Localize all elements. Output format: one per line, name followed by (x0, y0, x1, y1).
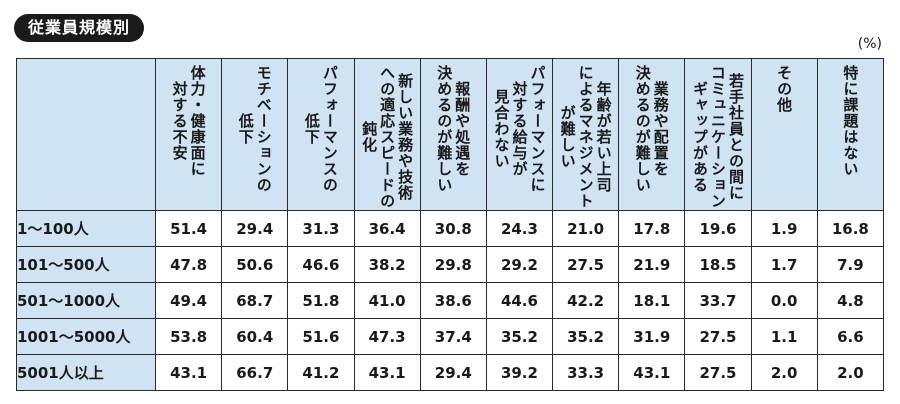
table-cell-value: 31.9 (618, 318, 686, 355)
table-cell-value: 42.2 (552, 282, 620, 319)
table-row: 501～1000人 49.4 68.7 51.8 41.0 38.6 44.6 42.2 18.… (16, 282, 885, 319)
data-table: 体力・健康面に 対する不安 モチベーションの 低下 パフォーマンスの 低下 新しい業務… (16, 58, 885, 391)
table-cell-value: 1.7 (750, 246, 818, 283)
column-header: 業務や配置を 決めるのが難しい (618, 58, 686, 211)
table-cell-value: 41.2 (287, 354, 355, 391)
table-cell-value: 24.3 (485, 210, 554, 247)
table-cell-value: 51.6 (287, 318, 355, 355)
table-cell-value: 29.4 (221, 210, 289, 247)
table-cell-value: 21.0 (552, 210, 620, 247)
row-label: 101～500人 (16, 246, 156, 283)
column-header: 報酬や処遇を 決めるのが難しい (419, 58, 487, 211)
table-cell-value: 50.6 (221, 246, 289, 283)
table-cell-value: 49.4 (154, 282, 223, 319)
table-cell-value: 17.8 (618, 210, 686, 247)
column-header-label: 若手社員との間に コミュニケーション ギャップがある (690, 65, 745, 209)
table-cell-value: 29.8 (419, 246, 487, 283)
table-row: 101～500人 47.8 50.6 46.6 38.2 29.8 29.2 27.5 21.9… (16, 246, 885, 283)
table-cell-value: 6.6 (816, 318, 885, 355)
table-cell-value: 38.2 (353, 246, 421, 283)
table-cell-value: 16.8 (816, 210, 885, 247)
column-header: パフォーマンスに 対する給与が 見合わない (485, 58, 554, 211)
table-cell-value: 43.1 (353, 354, 421, 391)
table-cell-value: 68.7 (221, 282, 289, 319)
corner-cell (16, 58, 156, 211)
table-cell-value: 41.0 (353, 282, 421, 319)
column-header-label: モチベーションの 低下 (236, 65, 273, 193)
table-cell-value: 66.7 (221, 354, 289, 391)
table-cell-value: 47.3 (353, 318, 421, 355)
table-cell-value: 1.1 (750, 318, 818, 355)
table-cell-value: 18.5 (684, 246, 752, 283)
table-cell-value: 4.8 (816, 282, 885, 319)
table-row: 1001～5000人 53.8 60.4 51.6 47.3 37.4 35.2 35.2 31… (16, 318, 885, 355)
table-cell-value: 18.1 (618, 282, 686, 319)
column-header-label: パフォーマンスに 対する給与が 見合わない (492, 65, 547, 193)
column-header: モチベーションの 低下 (221, 58, 289, 211)
table-cell-value: 27.5 (684, 318, 752, 355)
table-cell-value: 30.8 (419, 210, 487, 247)
table-cell-value: 35.2 (552, 318, 620, 355)
column-header-label: パフォーマンスの 低下 (302, 65, 339, 193)
table-row: 5001人以上 43.1 66.7 41.2 43.1 29.4 39.2 33.3 43.1 2… (16, 354, 885, 391)
table-cell-value: 31.3 (287, 210, 355, 247)
column-header: その他 (750, 58, 818, 211)
table-cell-value: 35.2 (485, 318, 554, 355)
section-title-badge: 従業員規模別 (14, 14, 145, 42)
table-cell-value: 44.6 (485, 282, 554, 319)
table-cell-value: 47.8 (154, 246, 223, 283)
table-cell-value: 0.0 (750, 282, 818, 319)
row-label: 501～1000人 (16, 282, 156, 319)
table-cell-value: 7.9 (816, 246, 885, 283)
table-cell-value: 2.0 (816, 354, 885, 391)
column-header-label: 業務や配置を 決めるのが難しい (633, 65, 670, 193)
table-cell-value: 43.1 (154, 354, 223, 391)
table-cell-value: 46.6 (287, 246, 355, 283)
column-header-label: 報酬や処遇を 決めるのが難しい (435, 65, 472, 193)
row-label: 1001～5000人 (16, 318, 156, 355)
column-header: 体力・健康面に 対する不安 (154, 58, 223, 211)
table-cell-value: 37.4 (419, 318, 487, 355)
table-cell-value: 1.9 (750, 210, 818, 247)
table-cell-value: 36.4 (353, 210, 421, 247)
table-cell-value: 19.6 (684, 210, 752, 247)
column-header-label: 特に課題はない (841, 65, 860, 177)
table-row: 1～100人 51.4 29.4 31.3 36.4 30.8 24.3 21.0 17.8 19… (16, 210, 885, 247)
table-cell-value: 51.4 (154, 210, 223, 247)
column-header-label: その他 (775, 65, 794, 113)
table-cell-value: 21.9 (618, 246, 686, 283)
header-row: 体力・健康面に 対する不安 モチベーションの 低下 パフォーマンスの 低下 新しい業務… (16, 58, 885, 211)
column-header: 年齢が若い上司 によるマネジメント が難しい (552, 58, 620, 211)
unit-label: (%) (857, 36, 882, 52)
column-header: パフォーマンスの 低下 (287, 58, 355, 211)
table-cell-value: 60.4 (221, 318, 289, 355)
table-cell-value: 27.5 (684, 354, 752, 391)
table-cell-value: 43.1 (618, 354, 686, 391)
row-label: 5001人以上 (16, 354, 156, 391)
column-header-label: 年齢が若い上司 によるマネジメント が難しい (558, 65, 613, 209)
column-header-label: 新しい業務や技術 への適応スピードの 鈍化 (360, 65, 415, 209)
table-cell-value: 29.2 (485, 246, 554, 283)
table-cell-value: 39.2 (485, 354, 554, 391)
table-body: 1～100人 51.4 29.4 31.3 36.4 30.8 24.3 21.0 17.8 19… (16, 210, 885, 391)
column-header: 特に課題はない (816, 58, 885, 211)
table-cell-value: 27.5 (552, 246, 620, 283)
table-cell-value: 33.7 (684, 282, 752, 319)
column-header-label: 体力・健康面に 対する不安 (170, 65, 207, 177)
table-cell-value: 53.8 (154, 318, 223, 355)
table-cell-value: 2.0 (750, 354, 818, 391)
table-cell-value: 29.4 (419, 354, 487, 391)
table-cell-value: 38.6 (419, 282, 487, 319)
row-label: 1～100人 (16, 210, 156, 247)
table-cell-value: 33.3 (552, 354, 620, 391)
column-header: 若手社員との間に コミュニケーション ギャップがある (684, 58, 752, 211)
table-cell-value: 51.8 (287, 282, 355, 319)
column-header: 新しい業務や技術 への適応スピードの 鈍化 (353, 58, 421, 211)
